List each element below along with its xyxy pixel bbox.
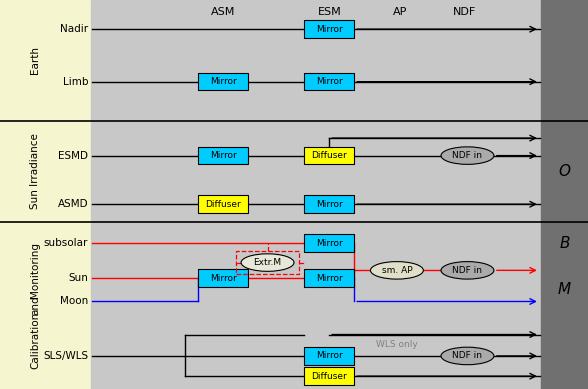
Text: AP: AP [393,7,407,18]
Text: Mirror: Mirror [316,200,343,209]
Bar [199,270,249,287]
Text: Mirror: Mirror [316,77,343,86]
Bar [305,234,354,252]
Text: Monitoring: Monitoring [30,242,41,298]
Text: Diffuser: Diffuser [312,151,347,160]
Ellipse shape [241,254,294,272]
Text: Extr.M: Extr.M [253,258,282,267]
Text: subsolar: subsolar [44,238,88,248]
Text: Nadir: Nadir [60,24,88,34]
Bar [305,270,354,287]
Bar [541,0,588,389]
Bar [305,196,354,213]
Text: SLS/WLS: SLS/WLS [43,351,88,361]
Bar [305,20,354,38]
Bar [305,347,354,365]
Ellipse shape [441,262,494,279]
Bar [305,147,354,164]
Text: Diffuser: Diffuser [312,371,347,381]
Bar [305,367,354,385]
Bar [91,0,541,389]
Text: Sun Irradiance: Sun Irradiance [30,133,41,209]
Text: B: B [559,236,570,251]
Text: NDF: NDF [453,7,476,18]
Bar [199,196,249,213]
Text: Diffuser: Diffuser [206,200,241,209]
Text: Earth: Earth [30,46,41,74]
Text: ASMD: ASMD [58,199,88,209]
Text: Mirror: Mirror [316,351,343,361]
Ellipse shape [370,262,423,279]
Bar [199,147,249,164]
Text: Mirror: Mirror [210,273,237,283]
Text: Moon: Moon [60,296,88,307]
Ellipse shape [441,147,494,165]
Text: ESMD: ESMD [58,151,88,161]
Text: O: O [559,164,570,179]
Text: ESM: ESM [318,7,341,18]
Text: Mirror: Mirror [316,273,343,283]
Text: M: M [558,282,571,297]
Bar [305,73,354,91]
Text: WLS only: WLS only [376,340,418,349]
Text: Mirror: Mirror [210,77,237,86]
Text: Mirror: Mirror [316,238,343,248]
Text: Mirror: Mirror [316,25,343,34]
Text: sm. AP: sm. AP [382,266,412,275]
Text: and: and [30,296,41,315]
Text: Sun: Sun [68,273,88,283]
Text: NDF in: NDF in [452,151,483,160]
Text: Calibration: Calibration [30,312,41,369]
Text: NDF in: NDF in [452,351,483,361]
Bar [0,0,91,389]
Text: NDF in: NDF in [452,266,483,275]
Text: Mirror: Mirror [210,151,237,160]
Bar [199,73,249,91]
Bar [236,251,299,275]
Ellipse shape [441,347,494,365]
Text: Limb: Limb [63,77,88,87]
Text: ASM: ASM [211,7,236,18]
